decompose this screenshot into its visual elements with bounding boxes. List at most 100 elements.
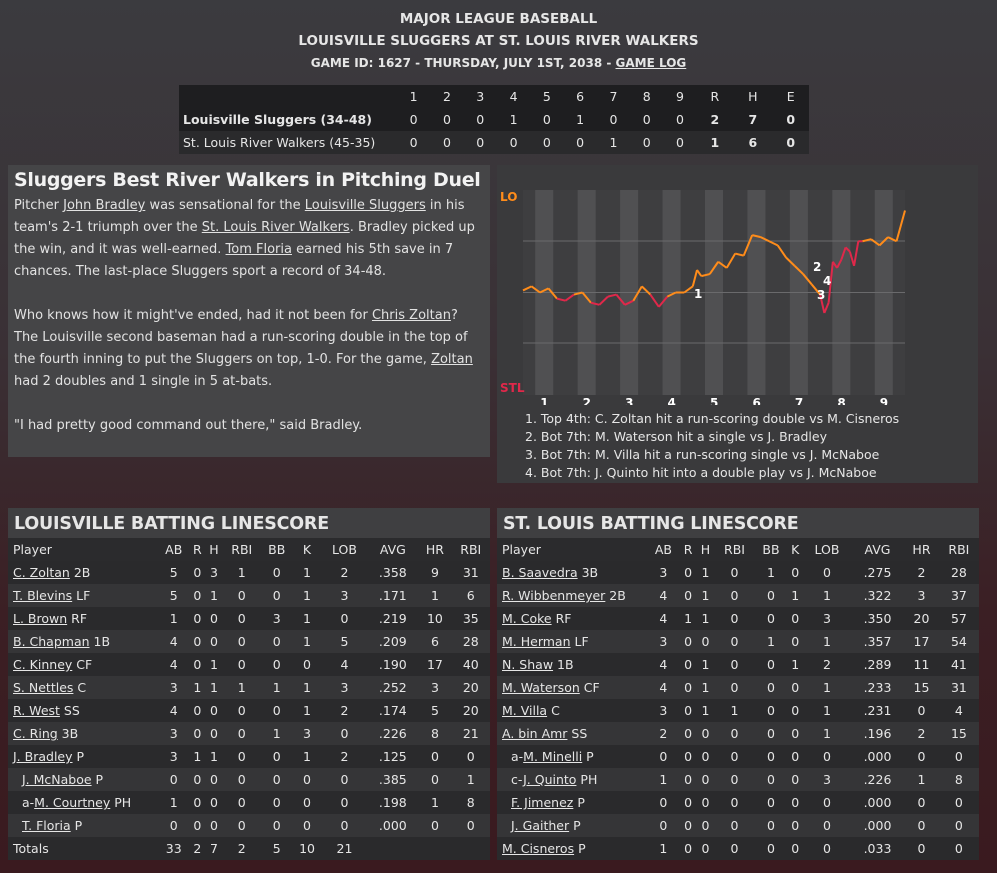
column-header: LOB	[803, 538, 851, 561]
player-name-link[interactable]: M. Minelli	[523, 749, 583, 764]
stat-cell: 1	[292, 607, 322, 630]
chart-line-segment	[696, 269, 703, 277]
player-name-link[interactable]: T. Blevins	[13, 588, 73, 603]
chart-inning-label: 1	[540, 396, 548, 405]
story-link[interactable]: John Bradley	[63, 198, 146, 213]
player-row: M. Waterson CF 4 0 1 0 0 0 1.233 15 31	[497, 676, 979, 699]
player-name-link[interactable]: L. Brown	[13, 611, 68, 626]
player-name-link[interactable]: A. bin Amr	[502, 726, 568, 741]
story-link[interactable]: Zoltan	[431, 352, 473, 367]
player-cell: T. Floria P	[8, 814, 158, 837]
story-link[interactable]: Tom Floria	[225, 242, 292, 257]
player-row: c-J. Quinto PH 1 0 0 0 0 0 3.226 1 8	[497, 768, 979, 791]
player-name-link[interactable]: J. Quinto	[523, 772, 577, 787]
stat-cell: 1	[292, 699, 322, 722]
player-cell: T. Blevins LF	[8, 584, 158, 607]
player-name-link[interactable]: J. Bradley	[13, 749, 73, 764]
story-link[interactable]: St. Louis River Walkers	[201, 220, 350, 235]
stat-cell: 3	[647, 630, 680, 653]
player-name-link[interactable]: B. Chapman	[13, 634, 90, 649]
stat-cell: 2	[904, 561, 939, 584]
player-name-link[interactable]: S. Nettles	[13, 680, 74, 695]
chart-line-segment	[802, 273, 813, 285]
stat-cell: 1	[292, 630, 322, 653]
stat-cell: 0	[714, 607, 755, 630]
player-name-link[interactable]: R. Wibbenmeyer	[502, 588, 606, 603]
stat-cell: 0	[938, 837, 979, 860]
game-log-link[interactable]: GAME LOG	[615, 56, 687, 70]
stat-cell: 8	[451, 791, 490, 814]
player-name-link[interactable]: M. Courtney	[34, 795, 111, 810]
stat-cell: 0	[803, 791, 851, 814]
player-name-link[interactable]: B. Saavedra	[502, 565, 578, 580]
stat-cell: 1	[260, 722, 293, 745]
stat-cell: 1	[451, 768, 490, 791]
player-name-link[interactable]: M. Villa	[502, 703, 548, 718]
player-name-link[interactable]: T. Floria	[22, 818, 71, 833]
stat-cell: 1	[158, 791, 190, 814]
stat-cell: 0	[647, 814, 680, 837]
player-row: F. Jimenez P 0 0 0 0 0 0 0.000 0 0	[497, 791, 979, 814]
stat-cell: 1	[803, 584, 851, 607]
player-row: N. Shaw 1B 4 0 1 0 0 1 2.289 11 41	[497, 653, 979, 676]
player-row: R. Wibbenmeyer 2B 4 0 1 0 0 1 1.322 3 37	[497, 584, 979, 607]
stat-cell: 0	[754, 607, 788, 630]
stat-cell: 0	[696, 745, 715, 768]
stat-cell: 0	[679, 722, 697, 745]
stat-cell: 5	[321, 630, 368, 653]
stat-cell: .358	[367, 561, 419, 584]
player-name-link[interactable]: R. West	[13, 703, 60, 718]
player-name-link[interactable]: M. Herman	[502, 634, 571, 649]
player-name-link[interactable]: J. McNaboe	[22, 772, 92, 787]
totals-cell: 21	[321, 837, 368, 860]
boxscore-cell: 0	[786, 112, 796, 127]
chart-line-segment	[751, 234, 761, 239]
story-link[interactable]: Louisville Sluggers	[304, 198, 426, 213]
player-name-link[interactable]: M. Waterson	[502, 680, 580, 695]
player-name-link[interactable]: C. Ring	[13, 726, 58, 741]
stat-cell: .171	[367, 584, 419, 607]
stat-cell: 0	[205, 699, 223, 722]
player-position: 2B	[605, 588, 626, 603]
stat-cell: 5	[418, 699, 452, 722]
player-name-link[interactable]: M. Coke	[502, 611, 552, 626]
chart-line-segment	[810, 283, 821, 296]
player-name-link[interactable]: N. Shaw	[502, 657, 554, 672]
stat-cell: 31	[938, 676, 979, 699]
player-name-link[interactable]: F. Jimenez	[511, 795, 574, 810]
player-name-link[interactable]: C. Zoltan	[13, 565, 70, 580]
chart-label-stl: STL	[500, 381, 525, 395]
story-link[interactable]: Chris Zoltan	[371, 308, 451, 323]
boxscore-header-cell: 5	[542, 89, 551, 104]
boxscore-header-cell: 2	[442, 89, 451, 104]
stat-cell: 0	[260, 768, 293, 791]
player-name-link[interactable]: M. Cisneros	[502, 841, 575, 856]
story-text: earned his 5th save in 7 chances. The la…	[14, 242, 454, 279]
stat-cell: 0	[451, 745, 490, 768]
stat-cell: .385	[367, 768, 419, 791]
stat-cell: 1	[803, 699, 851, 722]
player-name-link[interactable]: C. Kinney	[13, 657, 73, 672]
stat-cell: 1	[787, 584, 804, 607]
chart-line-segment	[649, 293, 660, 308]
chart-inning-label: 7	[795, 396, 803, 405]
stat-cell: .033	[850, 837, 905, 860]
stat-cell: 1	[696, 584, 715, 607]
column-header: LOB	[321, 538, 368, 561]
player-row: C. Ring 3B 3 0 0 0 1 3 0.226 8 21	[8, 722, 490, 745]
player-position: P	[569, 818, 581, 833]
stat-cell: 0	[418, 745, 452, 768]
chart-line-segment	[683, 285, 694, 294]
column-header: RBI	[222, 538, 261, 561]
chart-line-segment	[522, 285, 532, 292]
chart-event-note: 4. Bot 7th: J. Quinto hit into a double …	[525, 465, 877, 480]
stat-cell: 0	[787, 837, 804, 860]
stat-cell: 1	[418, 584, 452, 607]
chart-label-lo: LO	[500, 190, 517, 204]
stat-cell: .000	[850, 814, 905, 837]
stat-cell: 0	[260, 699, 293, 722]
player-sub-prefix: c-	[511, 772, 524, 787]
boxscore-cell: 2	[710, 112, 720, 127]
player-name-link[interactable]: J. Gaither	[511, 818, 570, 833]
stat-cell: 0	[205, 722, 223, 745]
